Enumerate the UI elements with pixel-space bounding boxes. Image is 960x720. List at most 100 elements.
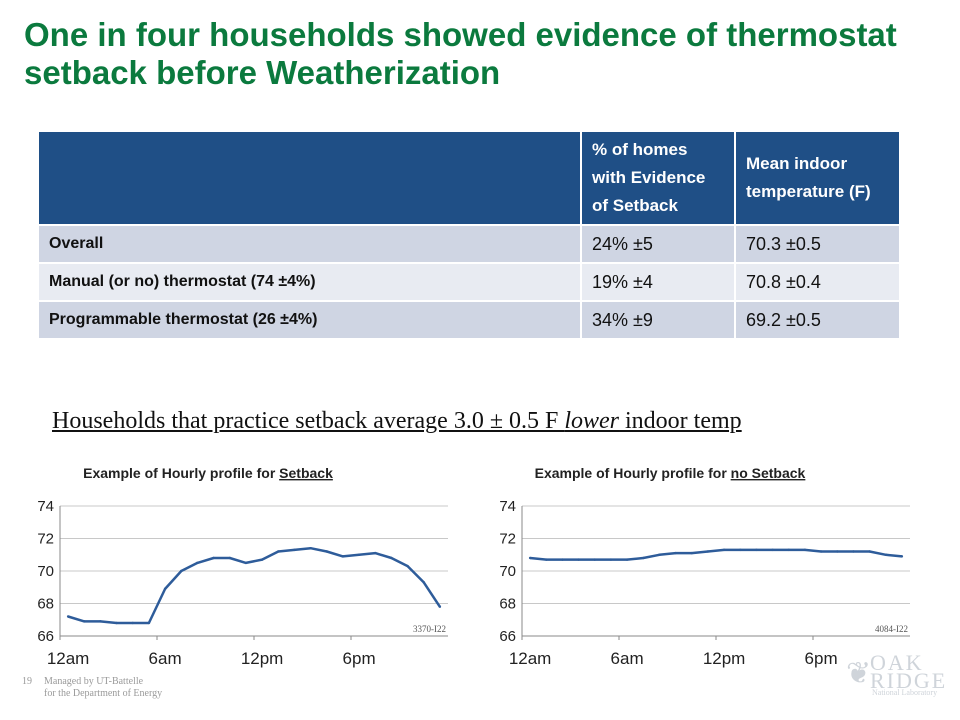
table-header-setback: % of homes with Evidence of Setback (580, 130, 736, 226)
table-row: Manual (or no) thermostat (74 ±4%) 19% ±… (37, 262, 901, 302)
chart-title-emphasis: Setback (279, 465, 333, 481)
no-setback-hourly-chart: Example of Hourly profile for no Setback… (499, 465, 910, 668)
row-temperature: 70.8 ±0.4 (734, 262, 901, 302)
x-tick-label: 12am (509, 649, 552, 668)
y-tick-label: 66 (37, 628, 54, 645)
chart-id-label: 4084-I22 (875, 624, 908, 634)
setback-table: % of homes with Evidence of Setback Mean… (37, 130, 901, 340)
data-point (706, 550, 710, 553)
data-point (325, 550, 328, 553)
data-point (739, 548, 742, 552)
data-point (561, 558, 564, 561)
data-point (755, 548, 758, 552)
x-tick-label: 12pm (241, 649, 284, 668)
data-point (642, 556, 645, 560)
table-header-temperature: Mean indoor temperature (F) (734, 130, 901, 226)
data-point (658, 553, 661, 556)
data-point (722, 548, 726, 552)
data-point (147, 621, 151, 625)
hourly-temperature-line (529, 548, 903, 561)
x-tick-label: 6am (149, 649, 182, 668)
page-number: 19 (22, 676, 32, 687)
footer-text: Managed by UT-Battelle for the Departmen… (44, 676, 244, 700)
y-tick-label: 68 (37, 596, 54, 613)
data-point (836, 550, 839, 553)
data-point (868, 550, 871, 553)
data-point (341, 555, 345, 558)
hourly-temperature-line (67, 546, 441, 625)
data-point (357, 553, 361, 556)
y-tick-label: 72 (37, 531, 54, 548)
data-point (83, 620, 86, 623)
chart-title-prefix: Example of Hourly profile for (535, 465, 731, 481)
y-tick-label: 66 (499, 628, 516, 645)
chart-title-prefix: Example of Hourly profile for (83, 465, 279, 481)
data-point (99, 620, 102, 623)
note-text-1: Households that practice setback average… (52, 408, 565, 434)
data-point (528, 556, 532, 560)
logo-word-1: OAK (870, 650, 924, 675)
data-point (163, 587, 167, 591)
setback-note: Households that practice setback average… (52, 408, 742, 435)
data-point (309, 547, 312, 550)
footer-line-1: Managed by UT-Battelle (44, 676, 144, 687)
chart-title: Example of Hourly profile for Setback (83, 465, 333, 481)
data-point (690, 551, 693, 555)
data-point (115, 621, 118, 625)
data-point (819, 550, 823, 553)
data-point (625, 558, 629, 561)
data-point (852, 550, 855, 553)
chart-title: Example of Hourly profile for no Setback (535, 465, 806, 481)
oak-ridge-logo: ❦ OAK RIDGE National Laboratory (846, 650, 956, 698)
data-point (771, 548, 774, 552)
data-point (593, 558, 596, 561)
data-point (66, 615, 70, 618)
x-tick-label: 6pm (805, 649, 838, 668)
data-point (244, 561, 248, 565)
y-tick-label: 70 (37, 563, 54, 580)
data-point (212, 556, 215, 560)
chart-title-emphasis: no Setback (731, 465, 806, 481)
data-point (196, 561, 199, 565)
data-point (406, 564, 409, 568)
data-point (180, 569, 183, 573)
table-row: Programmable thermostat (26 ±4%) 34% ±9 … (37, 300, 901, 340)
data-point (374, 551, 377, 555)
data-point (277, 550, 280, 553)
y-tick-label: 68 (499, 596, 516, 613)
table-header-empty (37, 130, 582, 226)
row-setback: 24% ±5 (580, 224, 736, 264)
table-row: Overall 24% ±5 70.3 ±0.5 (37, 224, 901, 264)
y-tick-label: 70 (499, 563, 516, 580)
row-setback: 19% ±4 (580, 262, 736, 302)
logo-tagline: National Laboratory (872, 688, 938, 697)
data-point (260, 558, 264, 561)
row-setback: 34% ±9 (580, 300, 736, 340)
x-tick-label: 6am (611, 649, 644, 668)
x-tick-label: 12pm (703, 649, 746, 668)
data-point (293, 548, 296, 552)
data-point (390, 556, 393, 560)
data-point (884, 553, 887, 556)
data-point (131, 621, 134, 625)
data-point (228, 556, 231, 560)
footer-line-2: for the Department of Energy (44, 688, 163, 699)
row-label: Programmable thermostat (26 ±4%) (37, 300, 582, 340)
data-point (438, 605, 442, 608)
leaf-icon: ❦ (846, 657, 872, 690)
y-tick-label: 72 (499, 531, 516, 548)
data-point (900, 555, 904, 558)
x-tick-label: 6pm (343, 649, 376, 668)
row-label: Manual (or no) thermostat (74 ±4%) (37, 262, 582, 302)
y-tick-label: 74 (37, 498, 54, 515)
data-point (545, 558, 548, 561)
data-point (577, 558, 580, 561)
chart-id-label: 3370-I22 (413, 624, 446, 634)
logo-word-2: RIDGE (870, 668, 948, 693)
y-tick-label: 74 (499, 498, 516, 515)
note-text-2: indoor temp (619, 408, 742, 434)
data-point (674, 551, 677, 555)
data-point (787, 548, 790, 552)
row-temperature: 70.3 ±0.5 (734, 224, 901, 264)
table-header-row: % of homes with Evidence of Setback Mean… (37, 130, 901, 226)
